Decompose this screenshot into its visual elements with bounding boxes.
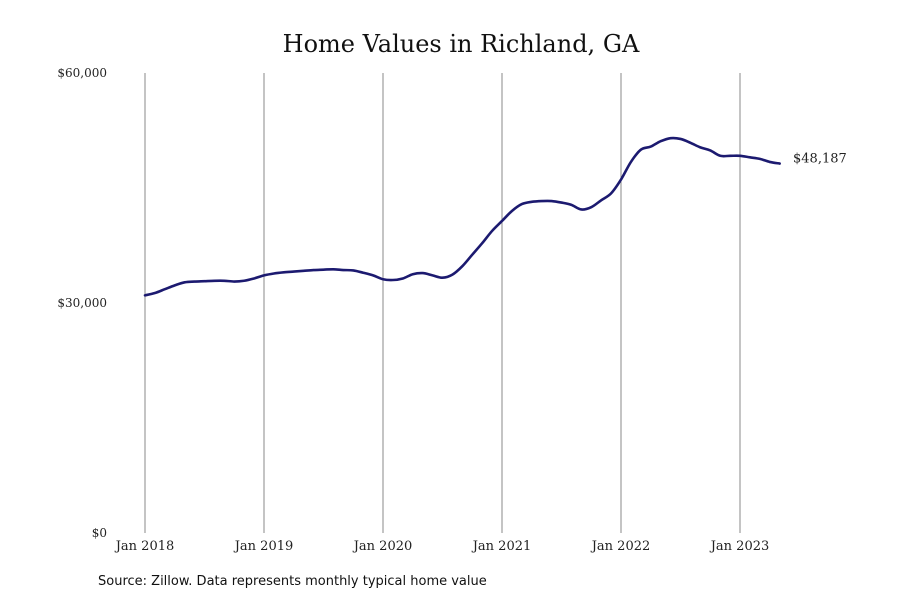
x-tick-label: Jan 2021 [471, 539, 532, 554]
x-tick-label: Jan 2018 [114, 539, 175, 554]
y-axis-ticks: $0 $30,000 $60,000 [57, 66, 107, 540]
x-tick-label: Jan 2019 [233, 539, 294, 554]
y-tick-label: $60,000 [57, 66, 107, 80]
x-tick-label: Jan 2023 [709, 539, 770, 554]
y-tick-label: $30,000 [57, 296, 107, 310]
x-tick-label: Jan 2020 [352, 539, 413, 554]
y-tick-label: $0 [92, 526, 107, 540]
chart-title: Home Values in Richland, GA [283, 30, 640, 58]
vertical-grid [144, 73, 741, 533]
x-tick-label: Jan 2022 [590, 539, 651, 554]
source-note: Source: Zillow. Data represents monthly … [98, 574, 487, 589]
x-axis-ticks: Jan 2018 Jan 2019 Jan 2020 Jan 2021 Jan 2022… [114, 539, 770, 554]
last-value-label: $48,187 [793, 152, 847, 167]
home-value-line [143, 136, 781, 297]
